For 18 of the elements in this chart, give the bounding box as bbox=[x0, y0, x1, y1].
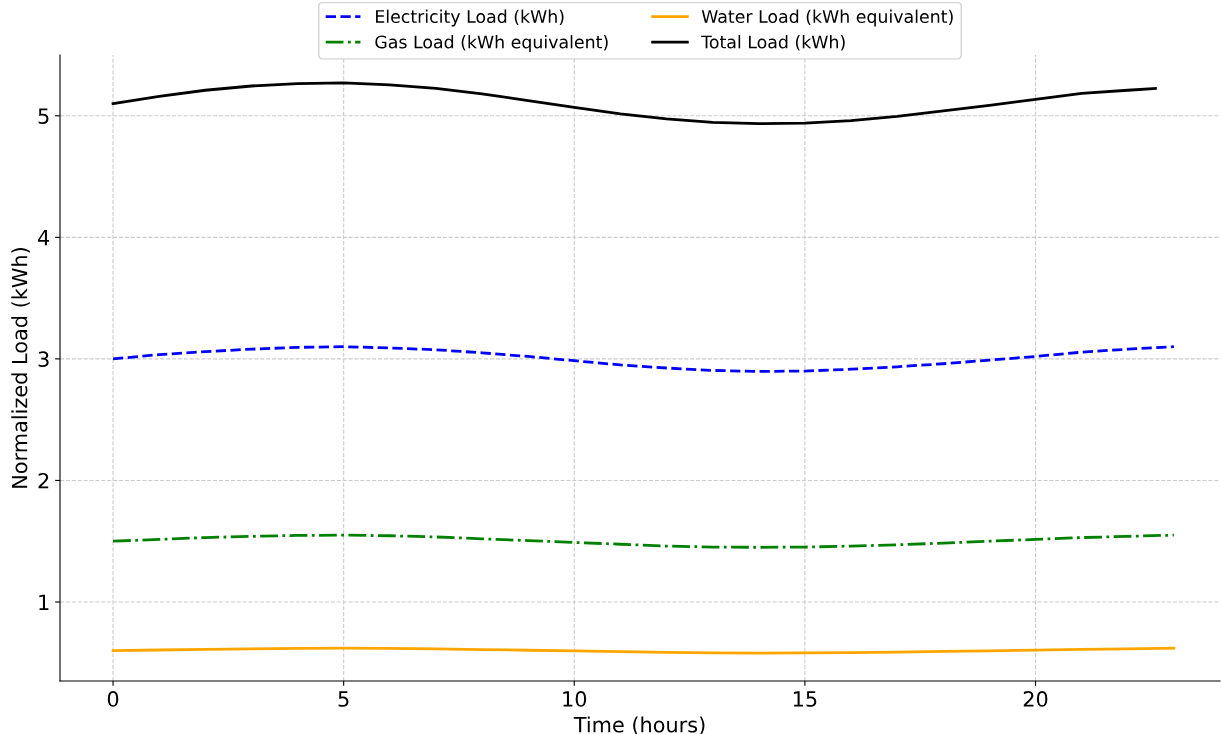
x-tick-label: 20 bbox=[1023, 691, 1048, 707]
y-tick-label: 4 bbox=[38, 230, 50, 246]
line-series bbox=[111, 345, 1176, 373]
y-axis-title: Normalized Load (kWh) bbox=[11, 248, 30, 488]
x-tick-label: 5 bbox=[338, 691, 349, 707]
legend-label: Water Load (kWh equivalent) bbox=[701, 9, 953, 27]
x-tick-label: 15 bbox=[793, 691, 817, 707]
line-series bbox=[111, 533, 1176, 549]
x-tick-label: 0 bbox=[107, 691, 119, 707]
legend-label: Electricity Load (kWh) bbox=[376, 9, 564, 27]
y-tick-label: 5 bbox=[38, 108, 49, 124]
legend-label: Gas Load (kWh equivalent) bbox=[375, 35, 608, 52]
legend-label: Total Load (kWh) bbox=[701, 35, 845, 51]
y-tick-label: 3 bbox=[38, 351, 49, 368]
x-tick-label: 10 bbox=[563, 691, 587, 707]
line-series bbox=[111, 81, 1157, 126]
y-tick-label: 1 bbox=[39, 594, 49, 610]
y-tick-label: 2 bbox=[38, 472, 49, 489]
